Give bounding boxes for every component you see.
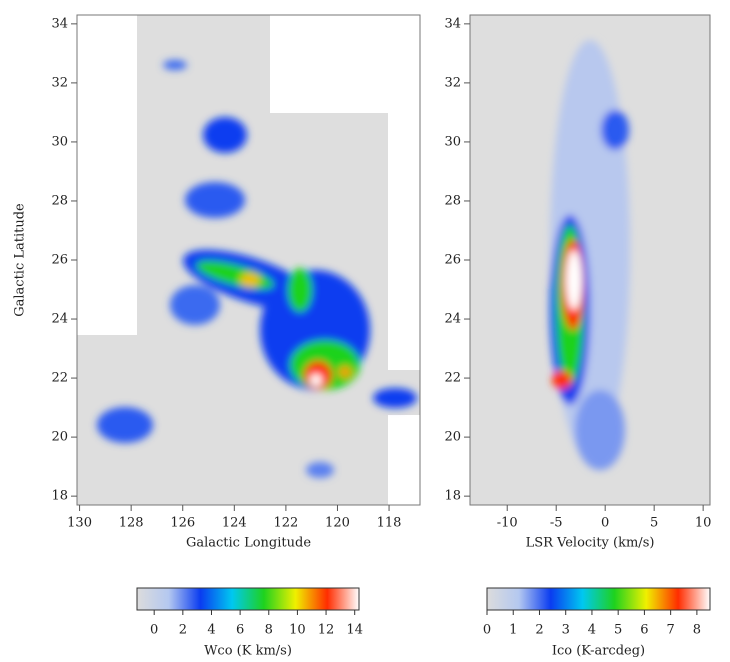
- colorbar-tick-label: 3: [562, 623, 570, 638]
- y-tick-label: 34: [444, 16, 461, 31]
- colorbar-tick-label: 4: [588, 623, 596, 638]
- colorbar-tick-label: 0: [150, 623, 158, 638]
- y-tick-label: 24: [444, 312, 461, 327]
- y-tick-label: 30: [444, 134, 461, 149]
- y-tick-label: 32: [444, 75, 461, 90]
- y-tick-label: 20: [444, 430, 461, 445]
- x-tick-label: -5: [550, 516, 563, 531]
- y-tick-label: 22: [51, 371, 68, 386]
- x-tick-label: 128: [119, 516, 144, 531]
- x-tick-label: -10: [497, 516, 518, 531]
- colorbar-tick-label: 2: [535, 623, 543, 638]
- y-tick-label: 20: [51, 430, 68, 445]
- x-tick-label: 10: [695, 516, 712, 531]
- y-tick-label: 26: [51, 253, 68, 268]
- y-tick-label: 26: [444, 253, 461, 268]
- colorbar-tick-label: 7: [667, 623, 675, 638]
- x-tick-label: 126: [170, 516, 195, 531]
- colorbar-tick-label: 1: [509, 623, 517, 638]
- y-tick-label: 22: [444, 371, 461, 386]
- y-tick-label: 30: [51, 134, 68, 149]
- x-tick-label: 0: [601, 516, 609, 531]
- x-axis-label: LSR Velocity (km/s): [526, 536, 655, 551]
- colorbar: [136, 587, 360, 611]
- colorbar-tick-label: 8: [265, 623, 273, 638]
- y-tick-label: 28: [51, 193, 68, 208]
- x-tick-label: 122: [273, 516, 298, 531]
- x-tick-label: 120: [325, 516, 350, 531]
- colorbar: [486, 587, 711, 611]
- colorbar-tick-label: 8: [693, 623, 701, 638]
- colorbar-tick-label: 2: [179, 623, 187, 638]
- colorbar-tick-label: 10: [289, 623, 306, 638]
- y-tick-label: 28: [444, 193, 461, 208]
- x-tick-label: 118: [377, 516, 402, 531]
- x-axis-label: Galactic Longitude: [186, 536, 311, 551]
- survey-mask: [77, 15, 420, 505]
- x-tick-label: 124: [222, 516, 247, 531]
- y-axis-label: Galactic Latitude: [13, 203, 28, 317]
- emission-map: [97, 60, 417, 478]
- colorbar-tick-label: 14: [346, 623, 363, 638]
- colorbar-tick-label: 12: [318, 623, 335, 638]
- y-tick-label: 24: [51, 312, 68, 327]
- colorbar-tick-label: 6: [640, 623, 648, 638]
- colorbar-tick-label: 5: [614, 623, 622, 638]
- y-tick-label: 18: [51, 489, 68, 504]
- emission-map: [550, 40, 630, 470]
- colorbar-tick-label: 4: [207, 623, 215, 638]
- y-tick-label: 18: [444, 489, 461, 504]
- colorbar-label: Wco (K km/s): [204, 644, 292, 659]
- colorbar-tick-label: 6: [236, 623, 244, 638]
- colorbar-label: Ico (K-arcdeg): [552, 644, 645, 659]
- y-tick-label: 34: [51, 16, 68, 31]
- x-tick-label: 5: [650, 516, 658, 531]
- y-tick-label: 32: [51, 75, 68, 90]
- x-tick-label: 130: [67, 516, 92, 531]
- colorbar-tick-label: 0: [483, 623, 491, 638]
